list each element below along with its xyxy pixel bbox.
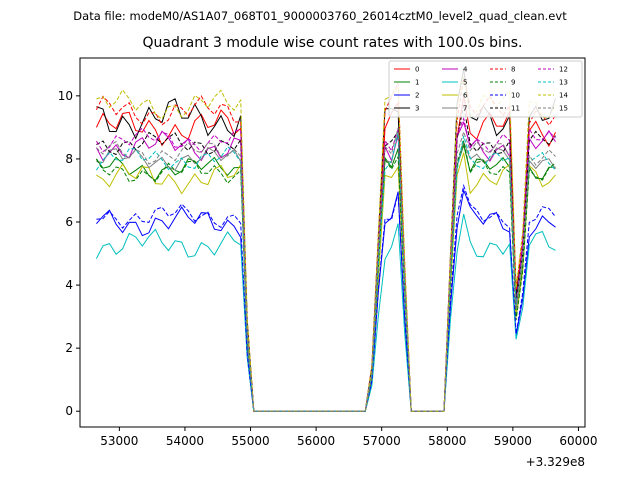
y-tick-label: 2 xyxy=(65,341,73,355)
x-axis: 53000 54000 55000 56000 57000 58000 59000 60000 xyxy=(100,427,598,448)
series-line-12 xyxy=(95,116,556,412)
legend-label-3: 3 xyxy=(415,105,419,113)
legend-label-5: 5 xyxy=(463,79,467,87)
x-tick-label: 53000 xyxy=(100,434,138,448)
legend-label-2: 2 xyxy=(415,92,419,100)
x-tick-label: 59000 xyxy=(494,434,532,448)
legend-label-0: 0 xyxy=(415,66,419,74)
legend-box xyxy=(388,60,583,118)
legend-label-14: 14 xyxy=(559,92,568,100)
legend-label-9: 9 xyxy=(511,79,515,87)
series-line-15 xyxy=(96,127,556,412)
y-tick-label: 0 xyxy=(65,404,73,418)
legend-label-10: 10 xyxy=(511,92,520,100)
series-line-8 xyxy=(95,76,556,412)
legend-label-4: 4 xyxy=(463,66,468,74)
y-tick-label: 8 xyxy=(65,152,73,166)
x-tick-label: 60000 xyxy=(559,434,597,448)
legend-label-6: 6 xyxy=(463,92,468,100)
series-line-4 xyxy=(95,120,556,412)
series-line-2 xyxy=(96,188,556,412)
data-file-header: Data file: modeM0/AS1A07_068T01_90000037… xyxy=(73,9,567,23)
x-tick-label: 57000 xyxy=(363,434,401,448)
legend-label-15: 15 xyxy=(559,105,568,113)
series-line-3 xyxy=(96,69,556,412)
series-line-13 xyxy=(95,132,556,412)
legend-label-11: 11 xyxy=(511,105,520,113)
series-line-10 xyxy=(96,183,556,412)
y-tick-label: 6 xyxy=(65,215,73,229)
plot-frame xyxy=(79,57,586,428)
legend-label-1: 1 xyxy=(415,79,419,87)
legend-label-13: 13 xyxy=(559,79,568,87)
chart-title: Quadrant 3 module wise count rates with … xyxy=(142,35,523,51)
series-line-1 xyxy=(95,143,556,412)
legend-label-8: 8 xyxy=(511,66,515,74)
x-tick-label: 56000 xyxy=(297,434,335,448)
x-axis-offset-label: +3.329e8 xyxy=(526,455,585,469)
series-line-7 xyxy=(96,131,556,412)
series-line-14 xyxy=(96,76,556,412)
y-tick-label: 10 xyxy=(58,89,73,103)
series-layer xyxy=(95,69,556,412)
series-line-9 xyxy=(95,140,556,412)
x-tick-label: 55000 xyxy=(231,434,269,448)
series-line-6 xyxy=(96,152,556,412)
y-axis: 0 2 4 6 8 10 xyxy=(58,89,80,418)
legend-label-7: 7 xyxy=(463,105,467,113)
x-tick-label: 54000 xyxy=(166,434,204,448)
legend-label-12: 12 xyxy=(559,66,568,74)
x-tick-label: 58000 xyxy=(428,434,466,448)
series-line-5 xyxy=(95,213,556,412)
y-tick-label: 4 xyxy=(65,278,73,292)
